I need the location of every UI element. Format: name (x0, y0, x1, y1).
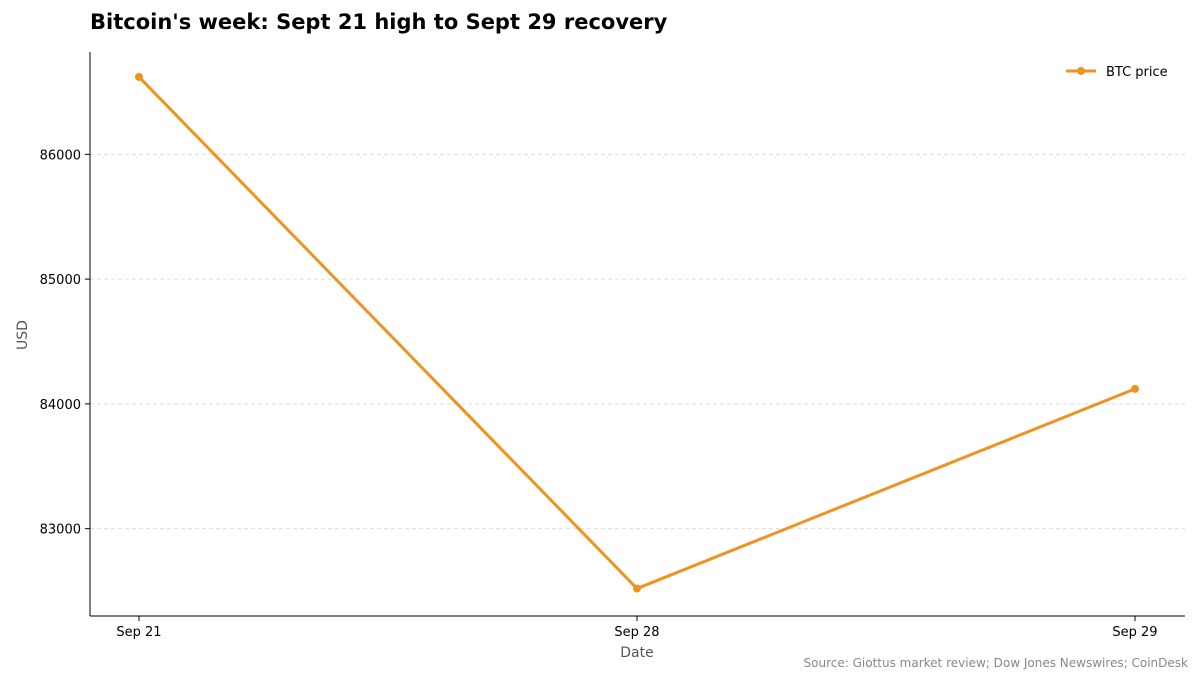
y-tick-label-0: 83000 (40, 523, 81, 538)
y-tick-label-3: 86000 (40, 148, 81, 163)
legend: BTC price (1066, 65, 1168, 80)
legend-label: BTC price (1106, 65, 1168, 80)
data-point-0 (135, 72, 143, 81)
legend-swatch-marker (1077, 67, 1085, 75)
y-ticks: 83000 84000 85000 86000 (40, 148, 90, 538)
x-tick-label-1: Sep 28 (614, 625, 659, 640)
series-layer (135, 72, 1139, 593)
x-axis-label: Date (620, 645, 653, 661)
x-ticks: Sep 21 Sep 28 Sep 29 (116, 616, 1158, 640)
x-tick-label-0: Sep 21 (116, 625, 161, 640)
y-axis-label: USD (15, 320, 31, 350)
data-point-2 (1131, 384, 1139, 393)
chart-title: Bitcoin's week: Sept 21 high to Sept 29 … (90, 10, 668, 34)
x-tick-label-2: Sep 29 (1112, 625, 1157, 640)
source-note: Source: Giottus market review; Dow Jones… (803, 656, 1188, 670)
data-point-1 (633, 584, 641, 593)
series-line-0 (137, 75, 1136, 591)
axes (89, 52, 1185, 617)
y-tick-label-1: 84000 (40, 398, 81, 413)
gridlines (90, 153, 1185, 530)
y-tick-label-2: 85000 (40, 273, 81, 288)
